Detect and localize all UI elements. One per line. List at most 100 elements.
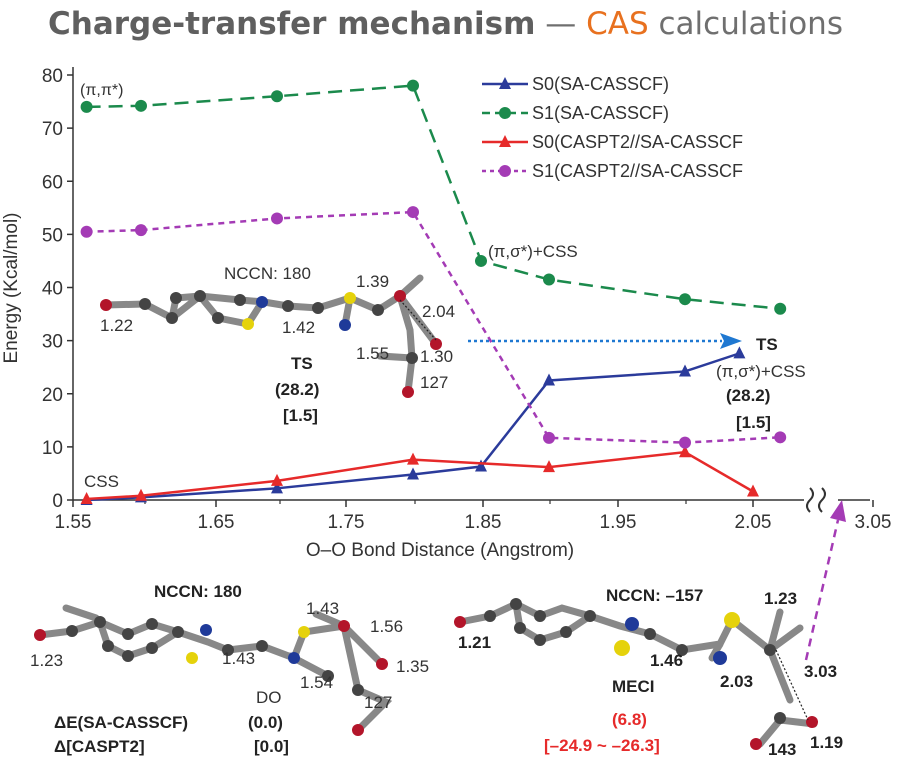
- do-molecule: [36, 604, 393, 734]
- meci-bond-146: 1.46: [650, 651, 683, 670]
- data-point: [407, 206, 419, 219]
- legend-marker: [499, 165, 511, 177]
- ts-left-energy2: [1.5]: [283, 406, 318, 425]
- meci-dotted-bond: [775, 649, 809, 721]
- title-accent: CAS: [586, 6, 649, 42]
- data-point: [774, 302, 787, 315]
- legend-marker: [499, 77, 511, 89]
- ts-bond-122: 1.22: [100, 316, 133, 335]
- legend-label: S0(SA-CASSCF): [532, 74, 669, 94]
- meci-atoms: [454, 598, 818, 750]
- data-point: [135, 488, 147, 501]
- do-bond-143a: 1.43: [306, 599, 339, 618]
- x-tick-label: 1.75: [328, 512, 365, 533]
- data-point: [543, 431, 555, 444]
- ts-right-state: (π,σ*)+CSS: [716, 362, 806, 381]
- meci-range: [–24.9 ~ –26.3]: [544, 736, 660, 755]
- data-point: [543, 460, 555, 473]
- ts-nccn: NCCN: 180: [224, 264, 311, 283]
- data-point: [679, 364, 691, 377]
- do-de-value: (0.0): [248, 713, 283, 732]
- ts-right-title: TS: [756, 335, 778, 354]
- do-dpt-value: [0.0]: [254, 737, 289, 756]
- ts-right-energy2: [1.5]: [736, 413, 771, 432]
- meci-bond-119: 1.19: [810, 733, 843, 752]
- data-point: [80, 100, 93, 113]
- data-point: [475, 459, 487, 472]
- ts-molecule: [102, 274, 440, 396]
- y-tick-label: 70: [42, 119, 63, 140]
- y-tick-label: 80: [42, 66, 63, 87]
- y-tick-label: 10: [42, 438, 63, 459]
- data-point: [774, 431, 787, 444]
- y-tick-label: 60: [42, 172, 63, 193]
- label-pi-sigma-css: (π,σ*)+CSS: [488, 242, 578, 261]
- meci-bond-123: 1.23: [764, 589, 797, 608]
- do-bond-123: 1.23: [30, 651, 63, 670]
- data-point: [271, 212, 283, 225]
- meci-arrow: [804, 519, 840, 661]
- do-de-label: ΔE(SA-CASSCF): [54, 713, 188, 732]
- chart-series: [80, 79, 787, 505]
- data-point: [407, 467, 419, 480]
- do-bond-156: 1.56: [370, 617, 403, 636]
- label-css: CSS: [84, 472, 119, 491]
- title-dash: —: [535, 6, 587, 42]
- ts-bond-130: 1.30: [420, 347, 453, 366]
- data-point: [80, 491, 93, 504]
- x-tick-label: 1.95: [600, 512, 637, 533]
- legend-marker: [499, 107, 511, 119]
- data-point: [271, 473, 283, 486]
- ts-angle-127: 127: [420, 373, 448, 392]
- data-point: [135, 224, 147, 237]
- data-point: [679, 445, 691, 458]
- ts-bond-204: 2.04: [422, 302, 455, 321]
- meci-arrow-head: [830, 500, 846, 522]
- series-line-0: [86, 352, 740, 502]
- axis-break-mark-2: [818, 487, 826, 513]
- chart-axes: 0 10 20 30 40 50 60 70 80 1.55 1.65 1.75 1.85 1.95 2.0…: [1, 66, 891, 561]
- data-point: [543, 273, 555, 286]
- data-point: [80, 225, 93, 238]
- do-atoms: [34, 616, 388, 736]
- ts-right-energy: (28.2): [726, 386, 770, 405]
- do-dpt-label: Δ[CASPT2]: [54, 737, 145, 756]
- meci-bond-303: 3.03: [804, 662, 837, 681]
- data-point: [679, 293, 691, 306]
- do-nccn: NCCN: 180: [154, 582, 242, 601]
- ts-arrow-head: [720, 333, 742, 349]
- series-line-3: [86, 210, 781, 444]
- x-axis-label: O–O Bond Distance (Angstrom): [306, 540, 574, 561]
- x-tick-label: 1.55: [55, 512, 92, 533]
- meci-nccn: NCCN: –157: [606, 586, 703, 605]
- data-point: [271, 90, 283, 103]
- y-tick-label: 20: [42, 385, 63, 406]
- series-line-1: [86, 84, 781, 310]
- series-line-2: [86, 450, 754, 501]
- meci-label: MECI: [612, 677, 655, 696]
- title-rest: calculations: [648, 6, 843, 42]
- data-point: [679, 436, 691, 449]
- legend-label: S1(CASPT2//SA-CASSCF: [532, 161, 743, 181]
- legend-marker: [499, 135, 511, 147]
- ts-left-energy: (28.2): [275, 380, 319, 399]
- y-tick-label: 50: [42, 225, 63, 246]
- meci-bond-121: 1.21: [458, 633, 491, 652]
- ts-bond-142: 1.42: [282, 318, 315, 337]
- ts-atoms: [100, 290, 442, 398]
- x-tick-label: 3.05: [855, 512, 892, 533]
- x-tick-label: 2.05: [735, 512, 772, 533]
- data-point: [135, 99, 147, 112]
- data-point: [543, 373, 555, 386]
- data-point: [407, 79, 419, 92]
- do-bond-135: 1.35: [396, 657, 429, 676]
- do-bond-143b: 1.43: [222, 649, 255, 668]
- legend-label: S1(SA-CASSCF): [532, 103, 669, 123]
- chart-legend: S0(SA-CASSCF) S1(SA-CASSCF) S0(CASPT2//SA-…: [482, 74, 743, 181]
- y-tick-label: 40: [42, 279, 63, 300]
- data-point: [271, 481, 283, 494]
- ts-dotted-bond: [399, 299, 437, 341]
- x-tick-label: 1.65: [198, 512, 235, 533]
- data-point: [733, 346, 746, 359]
